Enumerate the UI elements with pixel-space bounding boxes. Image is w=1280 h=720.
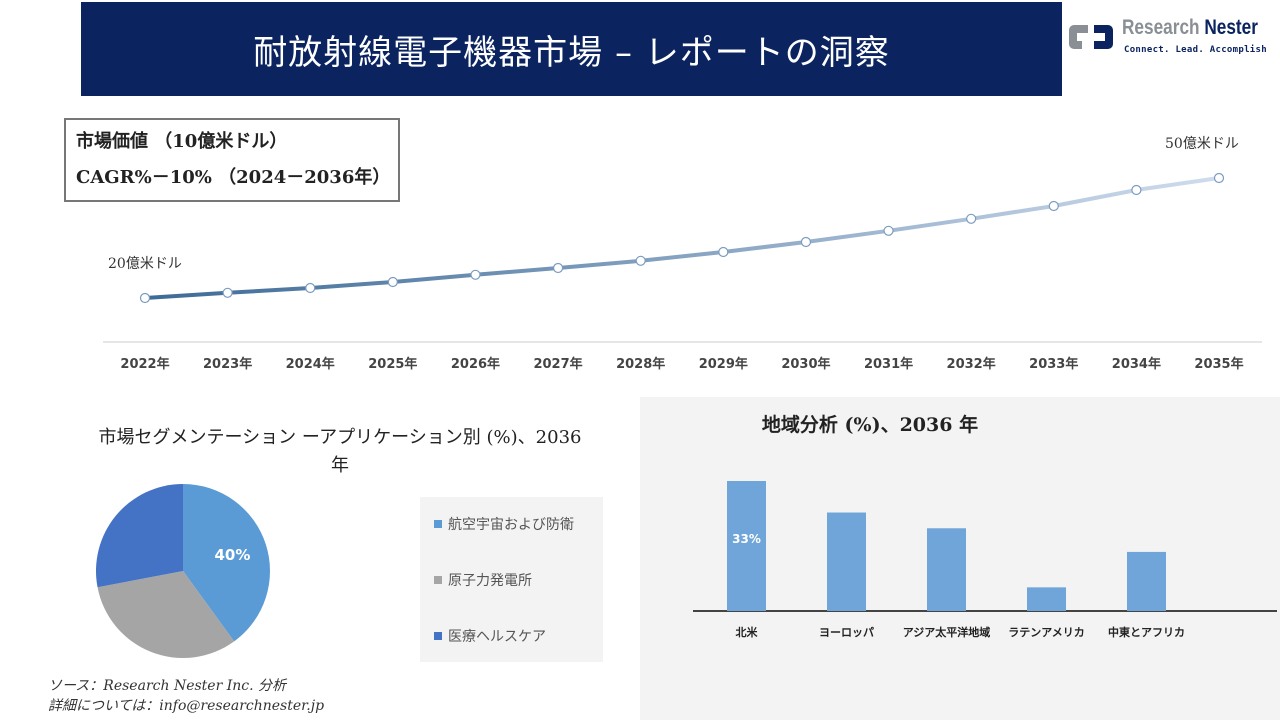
kpi-market-value: 市場価値 （10億米ドル） [76,131,288,152]
bar [827,512,866,611]
bar [1127,551,1166,611]
series-line [144,176,1220,300]
x-tick-label: 2031年 [864,356,913,372]
x-tick-label: 2033年 [1029,356,1078,372]
data-point [305,282,316,294]
bar [927,528,966,611]
pie-legend: 航空宇宙および防衛 原子力発電所 医療ヘルスケア [420,497,603,662]
legend-item: 航空宇宙および防衛 [434,514,574,534]
data-point [387,276,398,288]
pie-slice [97,571,235,658]
data-point [139,292,151,304]
legend-swatch [434,520,442,528]
data-point [966,213,977,224]
legend-item: 原子力発電所 [434,570,532,590]
x-tick-label: 2030年 [781,356,830,372]
data-point [1048,200,1059,212]
bar [1027,587,1066,611]
logo-mark-icon [1069,25,1113,49]
data-point [470,269,481,280]
page-title: 耐放射線電子機器市場 – レポートの洞察 [253,32,890,73]
x-tick-label: 中東とアフリカ [1108,625,1185,639]
slice-label: 40% [215,546,251,564]
logo-name: Research Nester [1122,16,1258,39]
data-point [718,246,729,258]
x-tick-label: 2026年 [451,356,500,372]
data-point [1131,184,1142,196]
x-tick-label: 2029年 [699,356,748,372]
data-point [552,262,564,274]
x-tick-label: 2028年 [616,356,665,372]
x-tick-label: 2027年 [533,356,582,372]
data-point [635,255,646,266]
title-bar: 耐放射線電子機器市場 – レポートの洞察 [81,2,1062,96]
pie-slice [96,484,183,588]
x-tick-label: 2023年 [203,356,252,372]
logo-tagline: Connect. Lead. Accomplish [1124,45,1267,55]
pie-title: 市場セグメンテーション ーアプリケーション別 (%)、2036年 [98,427,582,476]
bar [727,481,766,611]
data-point [800,236,812,248]
x-tick-label: アジア太平洋地域 [903,625,991,639]
legend-swatch [434,576,442,584]
x-tick-label: ヨーロッパ [819,626,874,639]
data-point [222,287,233,298]
bar-chart: 北米 33% ヨーロッパ アジア太平洋地域 ラテンアメリカ 中東とアフリカ [693,481,1277,639]
start-value-label: 20億米ドル [108,256,182,272]
end-value-label: 50億米ドル [1165,136,1239,152]
x-tick-label: 2024年 [286,356,335,372]
x-tick-label: 北米 [736,625,759,639]
x-tick-label: 2034年 [1112,356,1161,372]
data-label: 33% [732,532,761,546]
source-line: ソース：Research Nester Inc. 分析 [48,678,287,694]
data-point [1213,172,1225,184]
x-tick-label: ラテンアメリカ [1008,626,1084,639]
bar-title: 地域分析 (%)、2036 年 [761,414,979,436]
line-chart: 2022年 2023年 2024年 2025年 2026年 2027年 2028年 2029年… [103,136,1262,372]
x-tick-label: 2035年 [1194,356,1243,372]
source-note: ソース：Research Nester Inc. 分析 詳細については：info… [48,676,324,716]
x-tick-label: 2025年 [368,356,417,372]
data-point [883,225,894,236]
pie-slice [183,484,270,642]
pie-chart: 40% [96,484,270,658]
kpi-cagr: CAGR%－10% （2024－2036年） [76,167,391,188]
contact-line: 詳細については：info@researchnester.jp [48,698,325,714]
logo: Research Nester Connect. Lead. Accomplis… [1064,16,1280,60]
x-tick-label: 2022年 [120,356,169,372]
legend-swatch [434,632,442,640]
legend-item: 医療ヘルスケア [434,626,546,646]
x-tick-label: 2032年 [947,356,996,372]
kpi-box: 市場価値 （10億米ドル） CAGR%－10% （2024－2036年） [64,118,400,202]
